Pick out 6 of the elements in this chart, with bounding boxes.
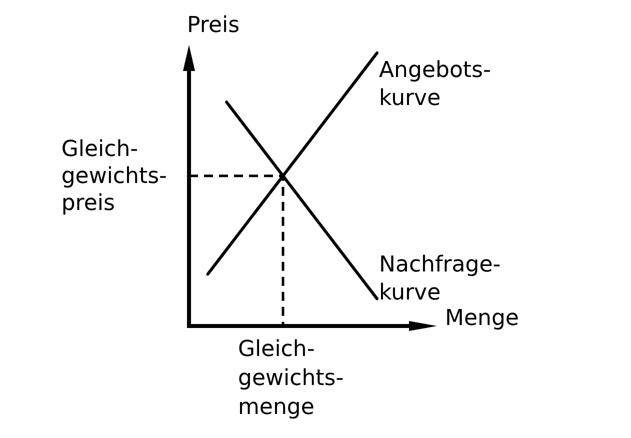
x-axis-title: Menge [445,306,519,331]
y-axis-title: Preis [187,13,240,38]
text: Gleich- gewichts- preis [61,136,167,216]
series-label: Angebots- kurve [379,58,491,111]
text: Gleich- gewichts- menge [238,337,344,420]
series-label: Nachfrage- kurve [379,252,501,306]
